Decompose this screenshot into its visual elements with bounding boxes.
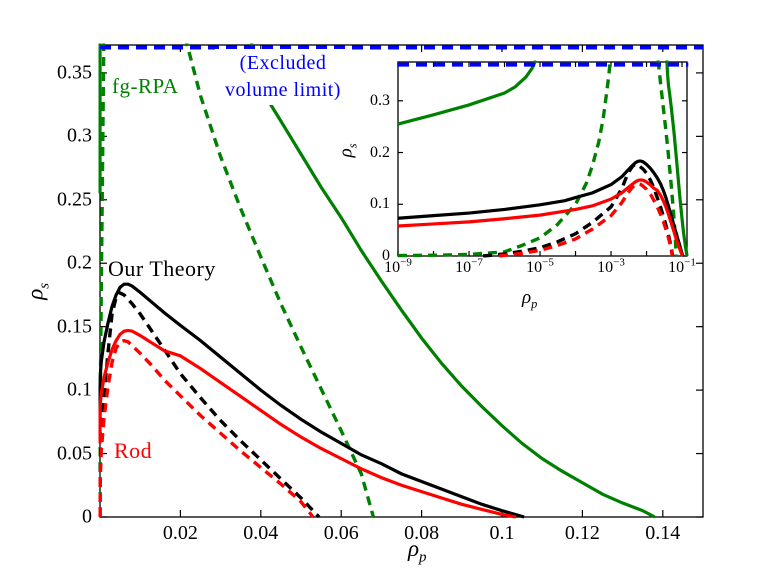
inset-axes-box [397,61,688,257]
inset-plot-background [398,62,687,256]
main-curve-fg-rpa-dashed-conc [185,43,375,518]
inset-curve-fg-rpa-binodal-conc [665,60,689,257]
inset-curve-fg-rpa-binodal-dilute [397,60,538,126]
inset-curve-fg-rpa-dashed-dilute [397,60,612,258]
main-curve-our-theory-solid [98,282,525,519]
inset-curve-rod-dashed [498,182,674,258]
inset-series-group [397,60,689,258]
inset-curve-rod-solid [397,178,684,257]
main-curve-fg-rpa-binodal-conc [249,43,656,519]
main-axes-box [99,44,704,518]
main-curve-rod-dashed [98,338,315,519]
main-series-group [98,43,703,519]
main-curve-rod-solid [98,328,517,519]
